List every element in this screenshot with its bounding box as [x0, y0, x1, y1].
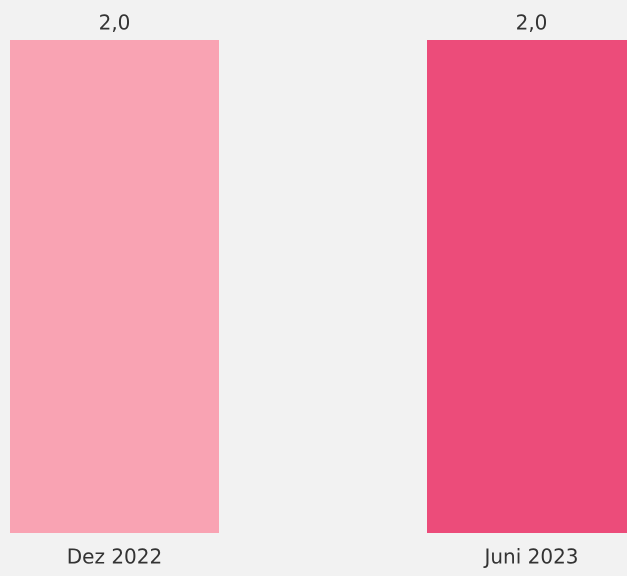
bar: [10, 40, 219, 533]
value-label: 2,0: [99, 11, 131, 35]
x-tick-label: Juni 2023: [482, 545, 578, 569]
x-tick-label: Dez 2022: [67, 545, 162, 569]
value-label: 2,0: [516, 11, 548, 35]
bar: [427, 40, 627, 533]
